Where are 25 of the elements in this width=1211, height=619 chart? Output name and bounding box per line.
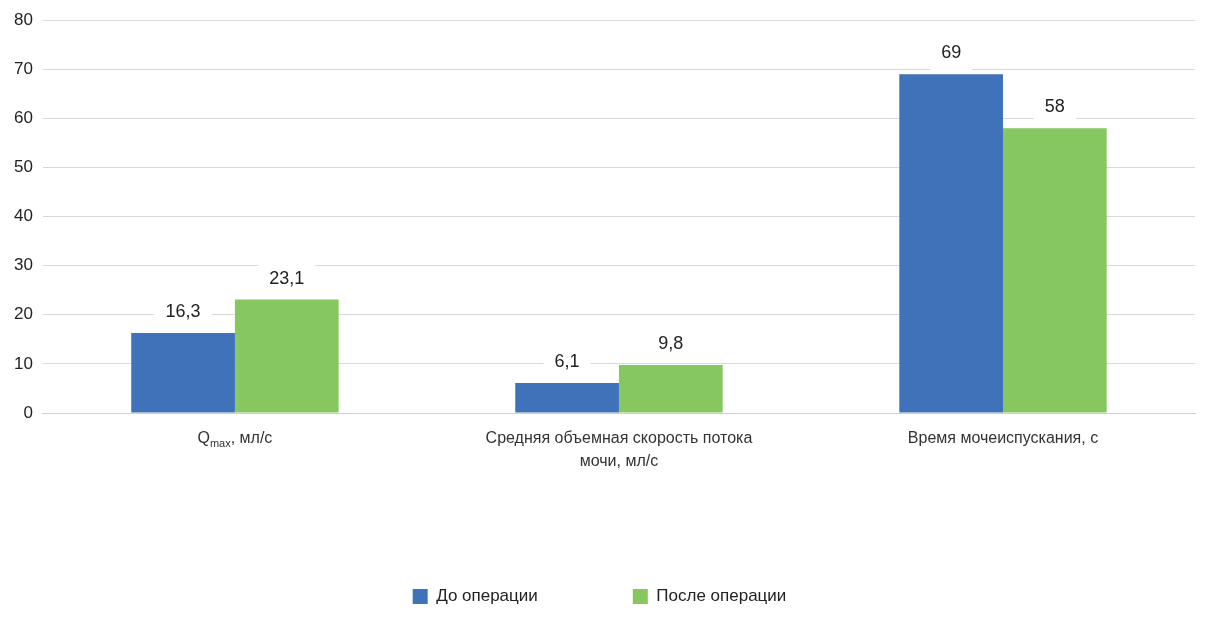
bar [234, 299, 339, 413]
data-label: 23,1 [269, 267, 305, 288]
data-label: 6,1 [554, 351, 580, 372]
data-label: 16,3 [165, 300, 201, 321]
legend-label: После операции [656, 586, 787, 606]
data-label: 69 [941, 42, 962, 63]
y-tick-label: 50 [13, 157, 33, 177]
data-label: 9,8 [658, 332, 684, 353]
y-tick-label: 60 [13, 108, 33, 128]
bar [1002, 128, 1107, 413]
bar [618, 364, 723, 413]
category-label: Средняя объемная скорость потока мочи, мл/с [485, 429, 753, 469]
y-tick-label: 0 [23, 402, 33, 422]
y-tick-label: 40 [13, 206, 33, 226]
y-tick-label: 30 [13, 255, 33, 275]
y-tick-label: 10 [13, 353, 33, 373]
bar [515, 383, 619, 413]
bar [131, 332, 235, 413]
x-tick-label: Время мочеиспускания, с [907, 429, 1099, 446]
y-tick-label: 20 [13, 304, 33, 324]
legend-label: До операции [436, 586, 538, 606]
y-tick-label: 70 [13, 58, 33, 78]
y-tick-label: 80 [13, 9, 33, 29]
data-label: 58 [1044, 96, 1065, 117]
bar [899, 74, 1003, 413]
